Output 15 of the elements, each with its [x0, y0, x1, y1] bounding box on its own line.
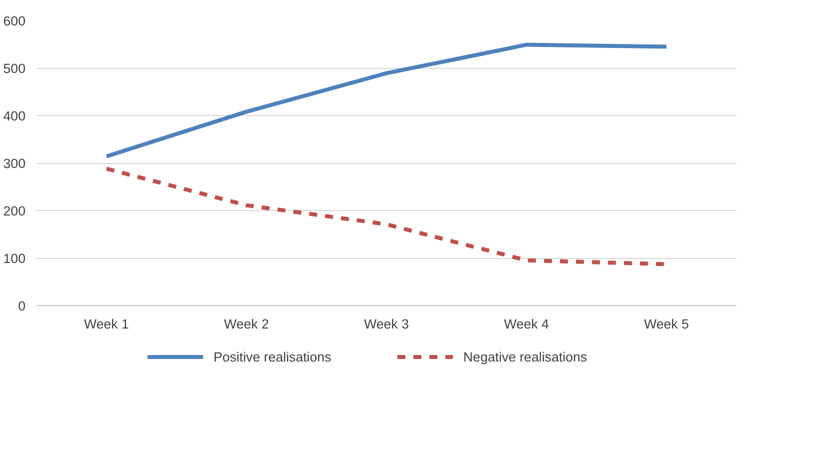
line-series: [104, 42, 668, 158]
x-tick-label: Week 2: [224, 316, 269, 332]
y-tick-label: 600: [3, 14, 26, 28]
x-tick-label: Week 1: [84, 316, 129, 332]
y-tick-label: 100: [3, 251, 26, 266]
y-tick-label: 300: [3, 156, 26, 171]
y-tick-label: 200: [3, 204, 26, 218]
y-tick-label: 500: [3, 61, 26, 76]
y-tick-label: 400: [3, 108, 26, 124]
x-tick-label: Week 3: [364, 316, 409, 332]
x-tick-label: Week 5: [644, 316, 689, 332]
legend-label: Positive realisations: [213, 350, 332, 364]
y-tick-label: 0: [18, 298, 26, 314]
x-tick-label: Week 4: [504, 316, 550, 332]
legend-label: Negative realisations: [463, 350, 588, 364]
